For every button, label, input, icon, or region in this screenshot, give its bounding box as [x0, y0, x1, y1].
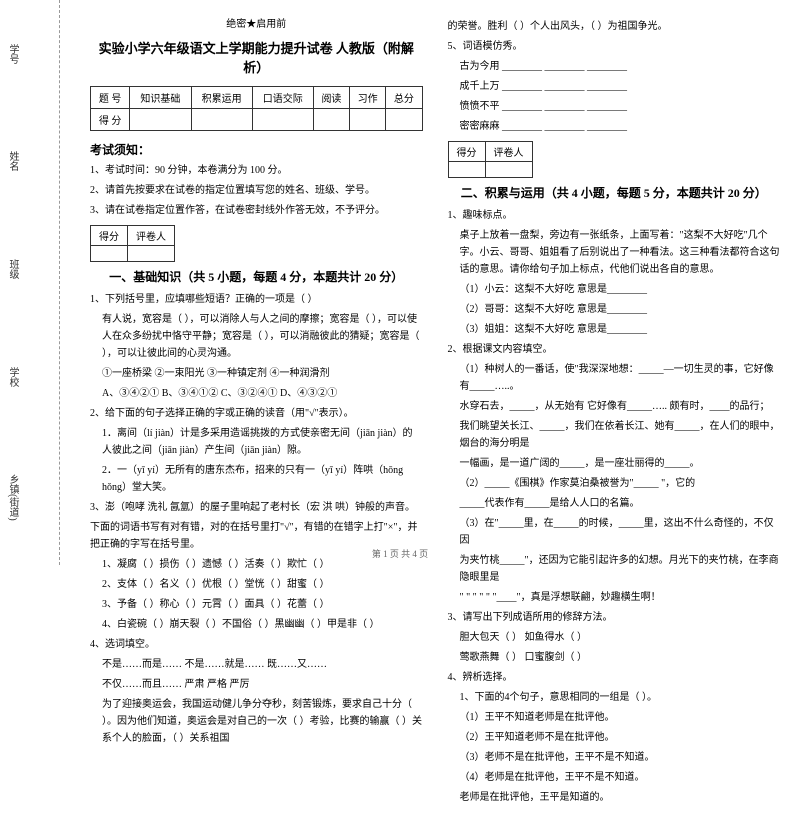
s2q2-stem: 2、根据课文内容填空。 [448, 341, 781, 358]
s2q2-l5: （2）_____《围棋》作家莫泊桑被誉为"_____ "，它的 [460, 475, 781, 492]
score-table: 题 号 知识基础 积累运用 口语交际 阅读 习作 总分 得 分 [90, 86, 423, 131]
q5-l2: 成千上万 ________ ________ ________ [460, 78, 781, 95]
notice-item: 3、请在试卷指定位置作答，在试卷密封线外作答无效，不予评分。 [90, 203, 423, 219]
th: 积累运用 [191, 87, 252, 109]
section-title: 一、基础知识（共 5 小题，每题 4 分，本题共计 20 分） [90, 268, 423, 285]
q4-cont: 的荣誉。胜利（ ）个人出风头，（ ）为祖国争光。 [448, 18, 781, 35]
s2q2-l7: （3）在"_____里，在_____的时候，_____里，这出不什么奇怪的，不仅… [460, 515, 781, 549]
s2q2-l3: 我们眺望关长江、_____，我们在依着长江、她有_____，在人们的眼中，烟台的… [460, 418, 781, 452]
s2q1-stem: 1、趣味标点。 [448, 207, 781, 224]
s2q3-stem: 3、请写出下列成语所用的修辞方法。 [448, 609, 781, 626]
s2q4-l1: 1、下面的4个句子，意思相同的一组是（ ）。 [460, 689, 781, 706]
q3-l4: 4、白瓷碗（ ）崩天裂（ ）不国俗（ ）黑幽幽（ ）甲是非（ ） [102, 616, 423, 633]
s2q4-l4: （3）老师不是在批评他，王平不是不知道。 [460, 749, 781, 766]
q2-stem: 2、给下面的句子选择正确的字或正确的读音（用"√"表示）。 [90, 405, 423, 422]
s2q3-l1: 胆大包天（ ） 如鱼得水（ ） [460, 629, 781, 646]
page-title: 实验小学六年级语文上学期能力提升试卷 人教版（附解析） [90, 38, 423, 76]
th: 总分 [386, 87, 422, 109]
q4-l1: 不是……而是…… 不是……就是…… 既……又…… [102, 656, 423, 673]
s2q4-l2: （1）王平不知道老师是在批评他。 [460, 709, 781, 726]
q3-l3: 3、予备（ ）称心（ ）元霄（ ）面具（ ）花蕾（ ） [102, 596, 423, 613]
notice-title: 考试须知： [90, 141, 423, 158]
s2q2-l6: _____代表作有_____是给人人口的名篇。 [460, 495, 781, 512]
binding-label: 乡镇(街道) [5, 469, 20, 526]
notice-item: 1、考试时间：90 分钟，本卷满分为 100 分。 [90, 163, 423, 179]
q2-l2: 2．一（yī yí）无所有的唐东杰布，招来的只有一（yī yí）阵哄（hōng … [102, 462, 423, 496]
q3-l2: 2、支体（ ）名义（ ）优根（ ）堂恍（ ）甜蜜（ ） [102, 576, 423, 593]
s2q2-l4: 一幅画，是一道广阔的_____，是一座壮丽得的_____。 [460, 455, 781, 472]
s2q2-l2: 水穿石去，_____，从无始有 它好像有_____….. 颇有时，____的品行… [460, 398, 781, 415]
s2q2-l1: （1）种树人的一番话，使"我深深地想：_____—一切生灵的事，它好像有____… [460, 361, 781, 395]
notice-item: 2、请首先按要求在试卷的指定位置填写您的姓名、班级、学号。 [90, 183, 423, 199]
mini-score-table-2: 得分评卷人 [448, 141, 533, 178]
q2-l1: 1．离间（lí jiàn）计是多采用造谣挑拨的方式使亲密无间（jiān jiàn… [102, 425, 423, 459]
th: 习作 [350, 87, 386, 109]
th: 题 号 [91, 87, 130, 109]
section2-title: 二、积累与运用（共 4 小题，每题 5 分，本题共计 20 分） [448, 184, 781, 201]
q1-opts: ①一座桥梁 ②一束阳光 ③一种镇定剂 ④一种润滑剂 [102, 365, 423, 382]
q1-choices: A、③④②① B、③④①② C、③②④① D、④③②① [102, 385, 423, 402]
s2q1-l1: （1）小云：这梨不大好吃 意思是________ [460, 281, 781, 298]
q4-l2: 不仅……而且…… 严肃 严格 严厉 [102, 676, 423, 693]
binding-label: 姓名 [5, 146, 20, 176]
binding-label: 学校 [5, 362, 20, 392]
q5-l4: 密密麻麻 ________ ________ ________ [460, 118, 781, 135]
s2q4-l3: （2）王平知道老师不是在批评他。 [460, 729, 781, 746]
s2q1-l2: （2）哥哥：这梨不大好吃 意思是________ [460, 301, 781, 318]
binding-label: 班级 [5, 254, 20, 284]
th: 知识基础 [130, 87, 191, 109]
q4-stem: 4、选词填空。 [90, 636, 423, 653]
td: 得 分 [91, 109, 130, 131]
q1-stem: 1、下列括号里，应填哪些短语？正确的一项是（ ） [90, 291, 423, 308]
s2q4-l6: 老师是在批评他，王平是知道的。 [460, 789, 781, 806]
binding-label: 学号 [5, 39, 20, 69]
s2q2-l9: " " " " " "____"，真是浮想联翩，妙趣横生啊！ [460, 589, 781, 606]
s2q1-body: 桌子上放着一盘梨，旁边有一张纸条，上面写着："这梨不大好吃"几个字。小云、哥哥、… [460, 227, 781, 278]
th: 口语交际 [252, 87, 313, 109]
s2q4-l5: （4）老师是在批评他，王平不是不知道。 [460, 769, 781, 786]
q5-l1: 古为今用 ________ ________ ________ [460, 58, 781, 75]
s2q1-l3: （3）姐姐：这梨不大好吃 意思是________ [460, 321, 781, 338]
seal-text: 绝密★启用前 [90, 15, 423, 30]
q3-stem: 3、澎（咆哮 洗礼 氤氲）的屋子里响起了老村长（宏 洪 哄）钟般的声音。 [90, 499, 423, 516]
mini-score-table: 得分评卷人 [90, 225, 175, 262]
s2q4-stem: 4、辨析选择。 [448, 669, 781, 686]
q5-stem: 5、词语模仿秀。 [448, 38, 781, 55]
q4-l3: 为了迎接奥运会，我国运动健儿争分夺秒，刻苦锻炼，要求自己十分（ ）。因为他们知道… [102, 696, 423, 747]
th: 阅读 [313, 87, 349, 109]
s2q3-l2: 莺歌燕舞（ ） 口蜜腹剑（ ） [460, 649, 781, 666]
q5-l3: 愤愤不平 ________ ________ ________ [460, 98, 781, 115]
page-footer: 第 1 页 共 4 页 [0, 547, 800, 560]
q1-body: 有人说，宽容是（ ），可以消除人与人之间的摩擦；宽容是（ ），可以使人在众多纷扰… [102, 311, 423, 362]
